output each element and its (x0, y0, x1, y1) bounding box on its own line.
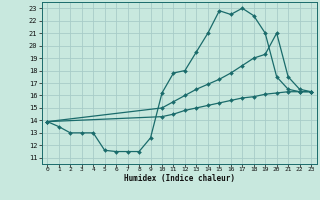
X-axis label: Humidex (Indice chaleur): Humidex (Indice chaleur) (124, 174, 235, 183)
